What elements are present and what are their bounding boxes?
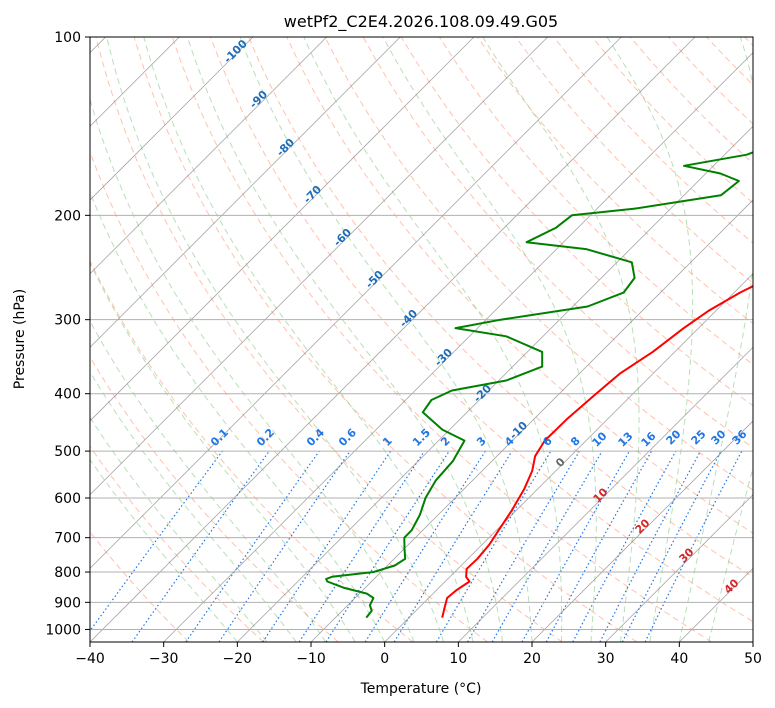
dry-adiabat-line xyxy=(210,37,753,623)
mixing-ratio-line xyxy=(131,450,270,642)
moist-adiabat-line xyxy=(90,320,327,642)
y-tick-label: 900 xyxy=(54,595,81,611)
moist-adiabat-line xyxy=(187,37,503,642)
mixing-ratio-line xyxy=(521,450,631,642)
isotherm-line xyxy=(237,125,753,642)
moist-adiabat-line xyxy=(606,37,694,642)
moist-adiabat-line xyxy=(303,37,563,642)
moist-adiabat-line xyxy=(482,37,640,642)
x-tick-label: 10 xyxy=(449,651,467,667)
y-tick-label: 600 xyxy=(54,491,81,507)
x-axis-title: Temperature (°C) xyxy=(360,681,482,697)
mixing-ratio-line xyxy=(545,450,653,642)
dry-adiabat-line xyxy=(133,37,638,642)
dry-adiabat-line xyxy=(515,37,753,284)
y-tick-label: 400 xyxy=(54,387,81,403)
mixing-ratio-line xyxy=(572,450,677,642)
moist-adiabat-line xyxy=(678,37,753,642)
x-tick-label: 40 xyxy=(670,651,688,667)
plot-frame xyxy=(89,36,754,643)
moist-adiabat-line xyxy=(90,370,297,642)
moist-adiabat-line xyxy=(90,261,356,642)
axis-ticks: −40 −30 −20 −10 0 10 20 30 40 50 100 200 300 400 500 60… xyxy=(45,30,762,667)
moist-adiabat-line xyxy=(106,37,445,642)
y-tick-label: 1000 xyxy=(45,622,81,638)
dry-adiabat-line xyxy=(248,37,753,578)
temperature-profile-line xyxy=(441,284,753,618)
dry-adiabat-line xyxy=(90,445,264,642)
isotherm-line xyxy=(458,346,753,642)
y-tick-label: 500 xyxy=(54,444,81,460)
isotherm-line xyxy=(90,37,475,422)
dry-adiabat-line xyxy=(95,37,563,642)
y-axis-title: Pressure (hPa) xyxy=(12,289,28,389)
moist-adiabat-line xyxy=(239,37,533,642)
isotherm-line xyxy=(163,52,753,642)
isotherm-line xyxy=(384,273,753,642)
moist-adiabat-line xyxy=(382,37,597,642)
y-tick-label: 700 xyxy=(54,531,81,547)
x-tick-label: −10 xyxy=(296,651,326,667)
x-tick-label: 50 xyxy=(744,651,762,667)
x-tick-label: −40 xyxy=(75,651,105,667)
isotherm-line xyxy=(90,37,622,569)
isotherm-line xyxy=(90,37,696,642)
y-tick-label: 200 xyxy=(54,208,81,224)
mixing-ratio-line xyxy=(298,450,425,642)
isotherm-line xyxy=(90,37,401,348)
moist-adiabat-line xyxy=(90,190,386,642)
mixing-ratio-line xyxy=(185,450,320,642)
dry-adiabat-line xyxy=(171,37,712,642)
dry-adiabat-line xyxy=(90,259,414,642)
mixing-ratio-line xyxy=(393,450,513,642)
y-tick-label: 800 xyxy=(54,565,81,581)
mixing-ratio-line xyxy=(218,450,351,642)
y-tick-label: 100 xyxy=(54,30,81,46)
dry-adiabat-line xyxy=(286,37,753,534)
moist-adiabat-line xyxy=(90,458,238,642)
moist-adiabat-line xyxy=(90,416,268,642)
data-series xyxy=(325,151,753,619)
x-tick-label: 20 xyxy=(523,651,541,667)
moist-adiabat-line xyxy=(708,465,753,642)
dry-adiabat-line xyxy=(90,356,339,642)
mixing-ratio-line xyxy=(90,450,223,632)
mixing-ratio-line xyxy=(644,450,743,642)
y-tick-label: 300 xyxy=(54,313,81,329)
isotherm-line xyxy=(531,420,753,642)
isotherm-line xyxy=(310,199,753,642)
isotherm-line xyxy=(90,37,548,496)
isotherm-line xyxy=(605,494,753,642)
mixing-ratio-line xyxy=(262,450,392,642)
isotherm-line xyxy=(90,37,254,201)
moist-adiabat-line xyxy=(143,37,474,642)
isotherm-line xyxy=(90,37,327,275)
plot-area xyxy=(90,37,753,642)
dewpoint-profile-line xyxy=(325,151,753,619)
grid-lines xyxy=(90,37,753,630)
x-tick-label: −30 xyxy=(149,651,179,667)
dry-adiabat-line xyxy=(324,37,753,491)
mixing-ratio-line xyxy=(325,450,450,642)
background-lines xyxy=(90,37,753,642)
x-tick-label: 0 xyxy=(380,651,389,667)
chart-title: wetPf2_C2E4.2026.108.09.49.G05 xyxy=(284,12,558,32)
x-tick-label: −20 xyxy=(223,651,253,667)
x-tick-label: 30 xyxy=(597,651,615,667)
